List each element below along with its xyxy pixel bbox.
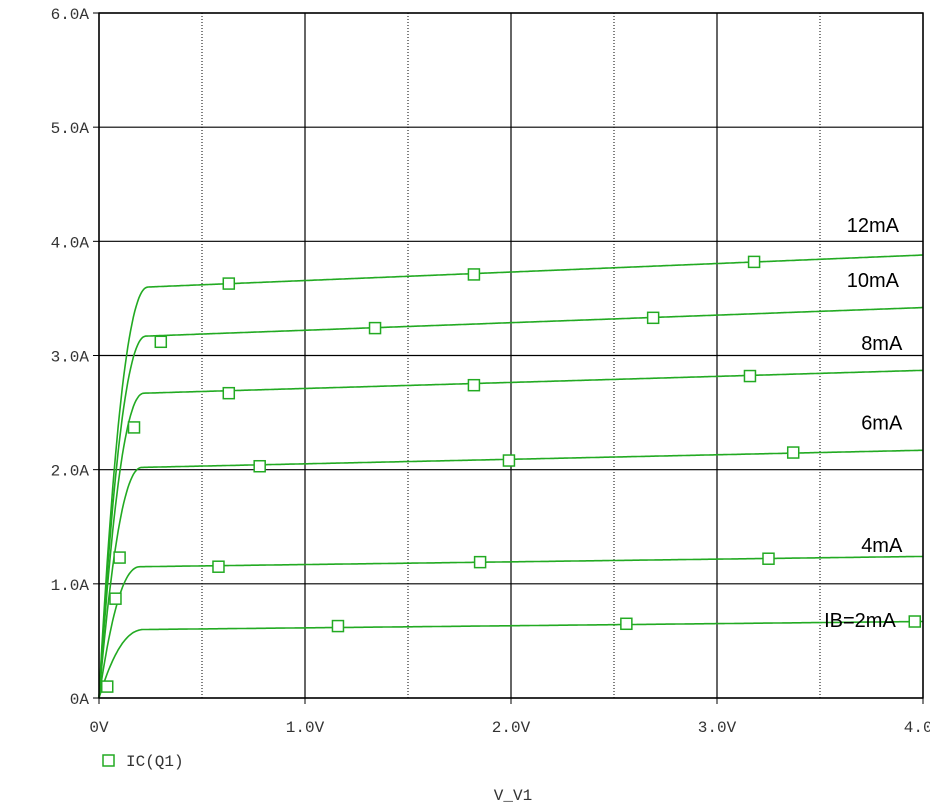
curve-marker <box>502 454 516 467</box>
curve-marker <box>368 321 382 335</box>
x-axis-ticks: 0V 1.0V 2.0V 3.0V 4.0V <box>89 698 930 737</box>
curve-ib-2ma <box>98 620 923 699</box>
y-tick-label: 0A <box>70 691 90 709</box>
collector-current-curves <box>98 254 924 699</box>
x-tick-label: 0V <box>89 719 109 737</box>
curve-annotation: 4mA <box>861 535 903 557</box>
curve-annotations: 12mA 10mA 8mA 6mA 4mA IB=2mA <box>824 215 903 632</box>
x-tick-label: 4.0V <box>904 719 930 737</box>
curve-marker <box>747 255 761 269</box>
y-tick-label: 4.0A <box>51 234 90 252</box>
curve-marker <box>127 421 141 434</box>
curve-marker <box>473 555 487 569</box>
curve-annotation: 8mA <box>861 333 903 355</box>
curve-marker <box>253 459 266 473</box>
curve-marker <box>212 560 225 573</box>
curve-marker <box>908 615 922 628</box>
y-tick-label: 3.0A <box>51 349 90 367</box>
x-tick-label: 3.0V <box>698 719 737 737</box>
legend-label: IC(Q1) <box>126 753 184 771</box>
curve-marker <box>467 268 481 281</box>
curve-marker <box>154 335 168 349</box>
curve-marker <box>467 378 481 392</box>
curve-annotation: 12mA <box>847 215 900 237</box>
x-axis-label: V_V1 <box>494 787 532 805</box>
x-tick-label: 2.0V <box>492 719 531 737</box>
legend: IC(Q1) <box>102 753 184 771</box>
curve-marker <box>331 619 345 633</box>
y-tick-label: 5.0A <box>51 120 90 138</box>
y-tick-label: 6.0A <box>51 6 90 24</box>
curve-marker <box>222 277 236 290</box>
y-axis-ticks: 0A 1.0A 2.0A 3.0A 4.0A 5.0A 6.0A <box>51 6 99 709</box>
curve-12ma <box>98 254 924 699</box>
curve-marker <box>620 617 633 631</box>
curve-marker <box>786 446 800 459</box>
curve-markers <box>100 255 922 693</box>
legend-marker <box>102 754 115 767</box>
grid-lines <box>98 12 924 699</box>
y-tick-label: 1.0A <box>51 577 90 595</box>
curve-10ma <box>98 306 923 699</box>
curve-annotation: 10mA <box>847 270 900 292</box>
curve-marker <box>762 552 775 565</box>
curve-marker <box>743 369 757 383</box>
curve-marker <box>109 592 122 605</box>
curve-4ma <box>98 555 924 699</box>
curve-annotation: 6mA <box>861 413 903 435</box>
curve-8ma <box>98 369 924 699</box>
curve-marker <box>113 551 126 564</box>
curve-marker <box>222 386 236 400</box>
x-tick-label: 1.0V <box>286 719 325 737</box>
y-tick-label: 2.0A <box>51 463 90 481</box>
curve-marker <box>646 311 660 325</box>
curve-marker <box>100 680 114 693</box>
curve-annotation: IB=2mA <box>824 610 896 632</box>
